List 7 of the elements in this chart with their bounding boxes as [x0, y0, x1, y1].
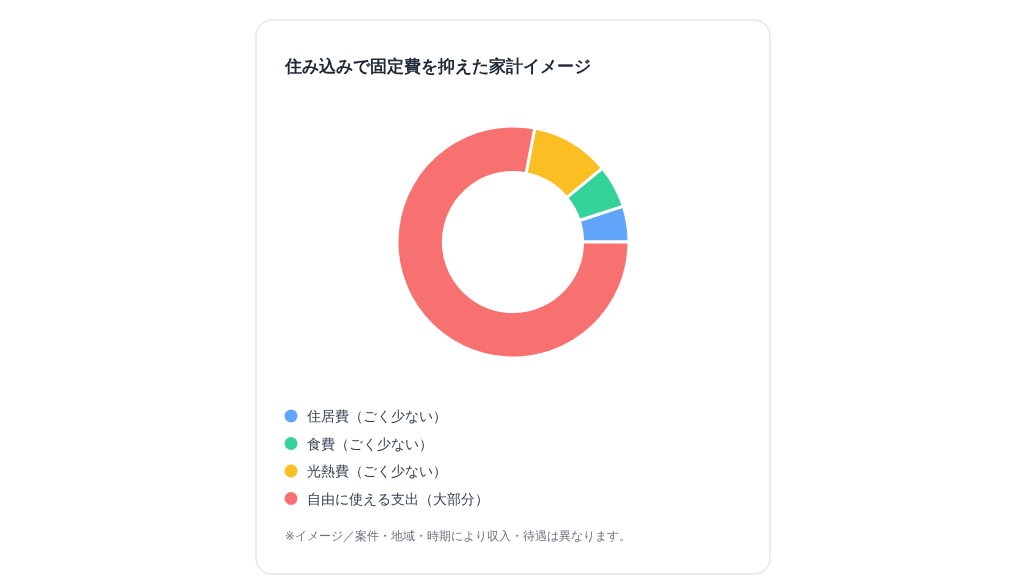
legend-label: 光熱費（ごく少ない）	[307, 463, 447, 479]
text: ※イメージ／案件・地域・時期により収入・待遇は異なります。	[285, 529, 631, 543]
legend-label: 住居費（ごく少ない）	[306, 408, 447, 424]
donut-slice	[395, 124, 631, 360]
legend-label: 食費（ごく少ない）	[307, 435, 433, 452]
legend-label: 自由に使える支出（大部分）	[307, 490, 489, 507]
chart-title: 住み込みで固定費を抑えた家計イメージ	[284, 56, 591, 76]
